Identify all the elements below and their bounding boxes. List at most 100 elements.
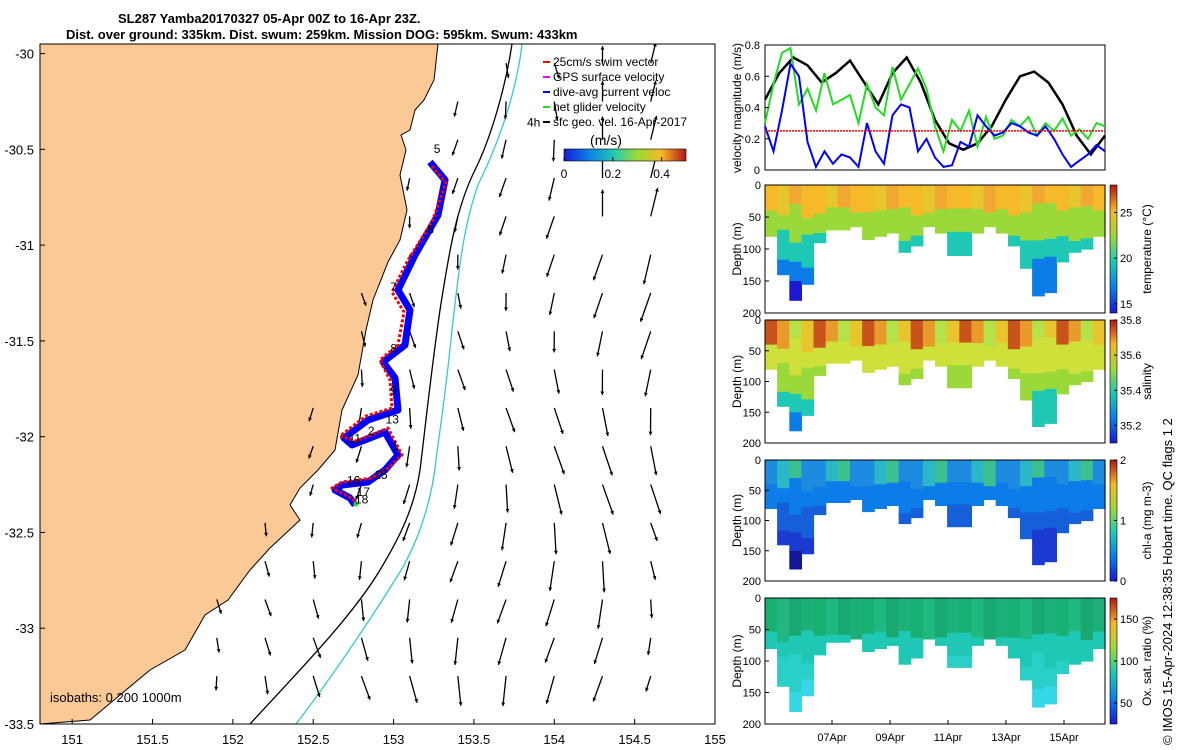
section-cell: [983, 479, 997, 487]
section-cell: [1007, 225, 1021, 237]
track-label: 17: [357, 485, 371, 499]
velocity-arrow: [544, 637, 555, 663]
section-cell: [1020, 460, 1033, 474]
section-cell: [801, 251, 815, 269]
velocity-arrow-head: [317, 654, 322, 658]
velocity-panel: 0 0.2 0.4 0.6 0.8 velocity magnitude (m/s): [730, 40, 1106, 177]
section-cell: [922, 320, 936, 328]
section-cell: [1032, 688, 1045, 708]
section-cell: [1007, 507, 1021, 519]
section-cell: [813, 496, 827, 506]
section-cell: [995, 482, 1009, 491]
velocity-arrow-head: [609, 471, 613, 476]
velocity-arrow: [450, 522, 459, 546]
velocity-ylabel: velocity magnitude (m/s): [730, 43, 744, 173]
section-cell: [777, 671, 790, 687]
section-cell: [947, 353, 960, 366]
section-cell: [1020, 512, 1033, 527]
section-cell: [983, 320, 997, 328]
section-cell: [983, 604, 997, 613]
section-cell: [1056, 460, 1070, 473]
velocity-arrow-head: [458, 702, 463, 706]
section-cell: [995, 350, 1009, 360]
section-cell: [1020, 486, 1033, 500]
section-cell: [910, 235, 924, 247]
section-cell: [935, 350, 948, 360]
section-cell: [959, 196, 972, 209]
section-cell: [971, 605, 985, 615]
section-cell: [837, 612, 851, 621]
section-cell: [935, 475, 948, 484]
velocity-arrow-head: [648, 431, 653, 436]
section-y-tick-label: 200: [743, 719, 761, 731]
section-cell: [922, 198, 936, 207]
section-cell: [789, 338, 802, 358]
section-cell: [813, 645, 827, 656]
section-x-tick-label: 11Apr: [934, 732, 963, 744]
section-cell: [765, 484, 778, 493]
velocity-arrow: [312, 637, 322, 659]
section-cell: [1056, 623, 1070, 637]
velocity-arrow: [496, 599, 507, 624]
section-cell: [922, 353, 936, 361]
velocity-arrow: [553, 369, 560, 394]
velocity-arrow-head: [357, 576, 362, 580]
section-cell: [862, 337, 875, 347]
section-cell: [765, 500, 778, 509]
section-cell: [983, 185, 997, 193]
section-cell: [922, 598, 936, 606]
velocity-arrow: [457, 407, 465, 431]
section-cell: [995, 621, 1009, 631]
colorbar-gradient: [563, 148, 687, 162]
section-cell: [1032, 494, 1045, 513]
section-cell: [874, 219, 887, 229]
section-cell: [862, 468, 875, 478]
section-cell: [1068, 363, 1082, 375]
velocity-arrow: [409, 675, 418, 703]
section-cell: [1068, 502, 1082, 514]
velocity-arrow-head: [266, 572, 271, 577]
section-cell: [947, 331, 960, 344]
velocity-arrow: [406, 599, 411, 623]
section-cell: [850, 219, 863, 228]
velocity-arrow: [650, 187, 659, 217]
section-y-tick-label: 150: [743, 276, 761, 288]
section-cell: [886, 343, 900, 352]
section-cell: [1044, 220, 1057, 240]
velocity-arrow: [312, 675, 321, 698]
section-x-tick-label: 09Apr: [875, 732, 905, 744]
section-cell: [789, 375, 802, 395]
section-cell: [983, 333, 997, 341]
section-cell: [1020, 198, 1033, 214]
section-cell: [1020, 666, 1033, 681]
section-cell: [777, 229, 790, 246]
section-cell: [922, 492, 936, 500]
section-cell: [1032, 512, 1045, 531]
section-cell: [910, 598, 924, 609]
section-cell: [1092, 320, 1106, 329]
section-cell: [874, 598, 887, 607]
section-cell: [874, 336, 887, 346]
section-cell: [935, 201, 948, 210]
section-cell: [1007, 320, 1021, 331]
section-cell: [1092, 500, 1106, 509]
velocity-arrow-head: [653, 471, 658, 476]
section-cell: [765, 328, 778, 337]
velocity-arrow-head: [497, 660, 502, 665]
section-cell: [789, 320, 802, 339]
section-cell: [1044, 354, 1057, 373]
track-label: 2: [368, 424, 375, 438]
velocity-arrow-head: [310, 533, 314, 538]
section-cell: [995, 217, 1009, 226]
velocity-y-tick-label: 0: [754, 165, 760, 177]
section-cell: [801, 460, 815, 477]
section-cell: [959, 609, 972, 622]
section-cell: [813, 626, 827, 637]
section-cell: [983, 340, 997, 348]
section-cell: [1068, 620, 1082, 632]
section-cell: [874, 640, 887, 649]
track-label: 5: [434, 142, 441, 156]
section-cell: [971, 327, 985, 336]
section-cell: [862, 230, 875, 240]
section-cell: [1020, 386, 1033, 401]
